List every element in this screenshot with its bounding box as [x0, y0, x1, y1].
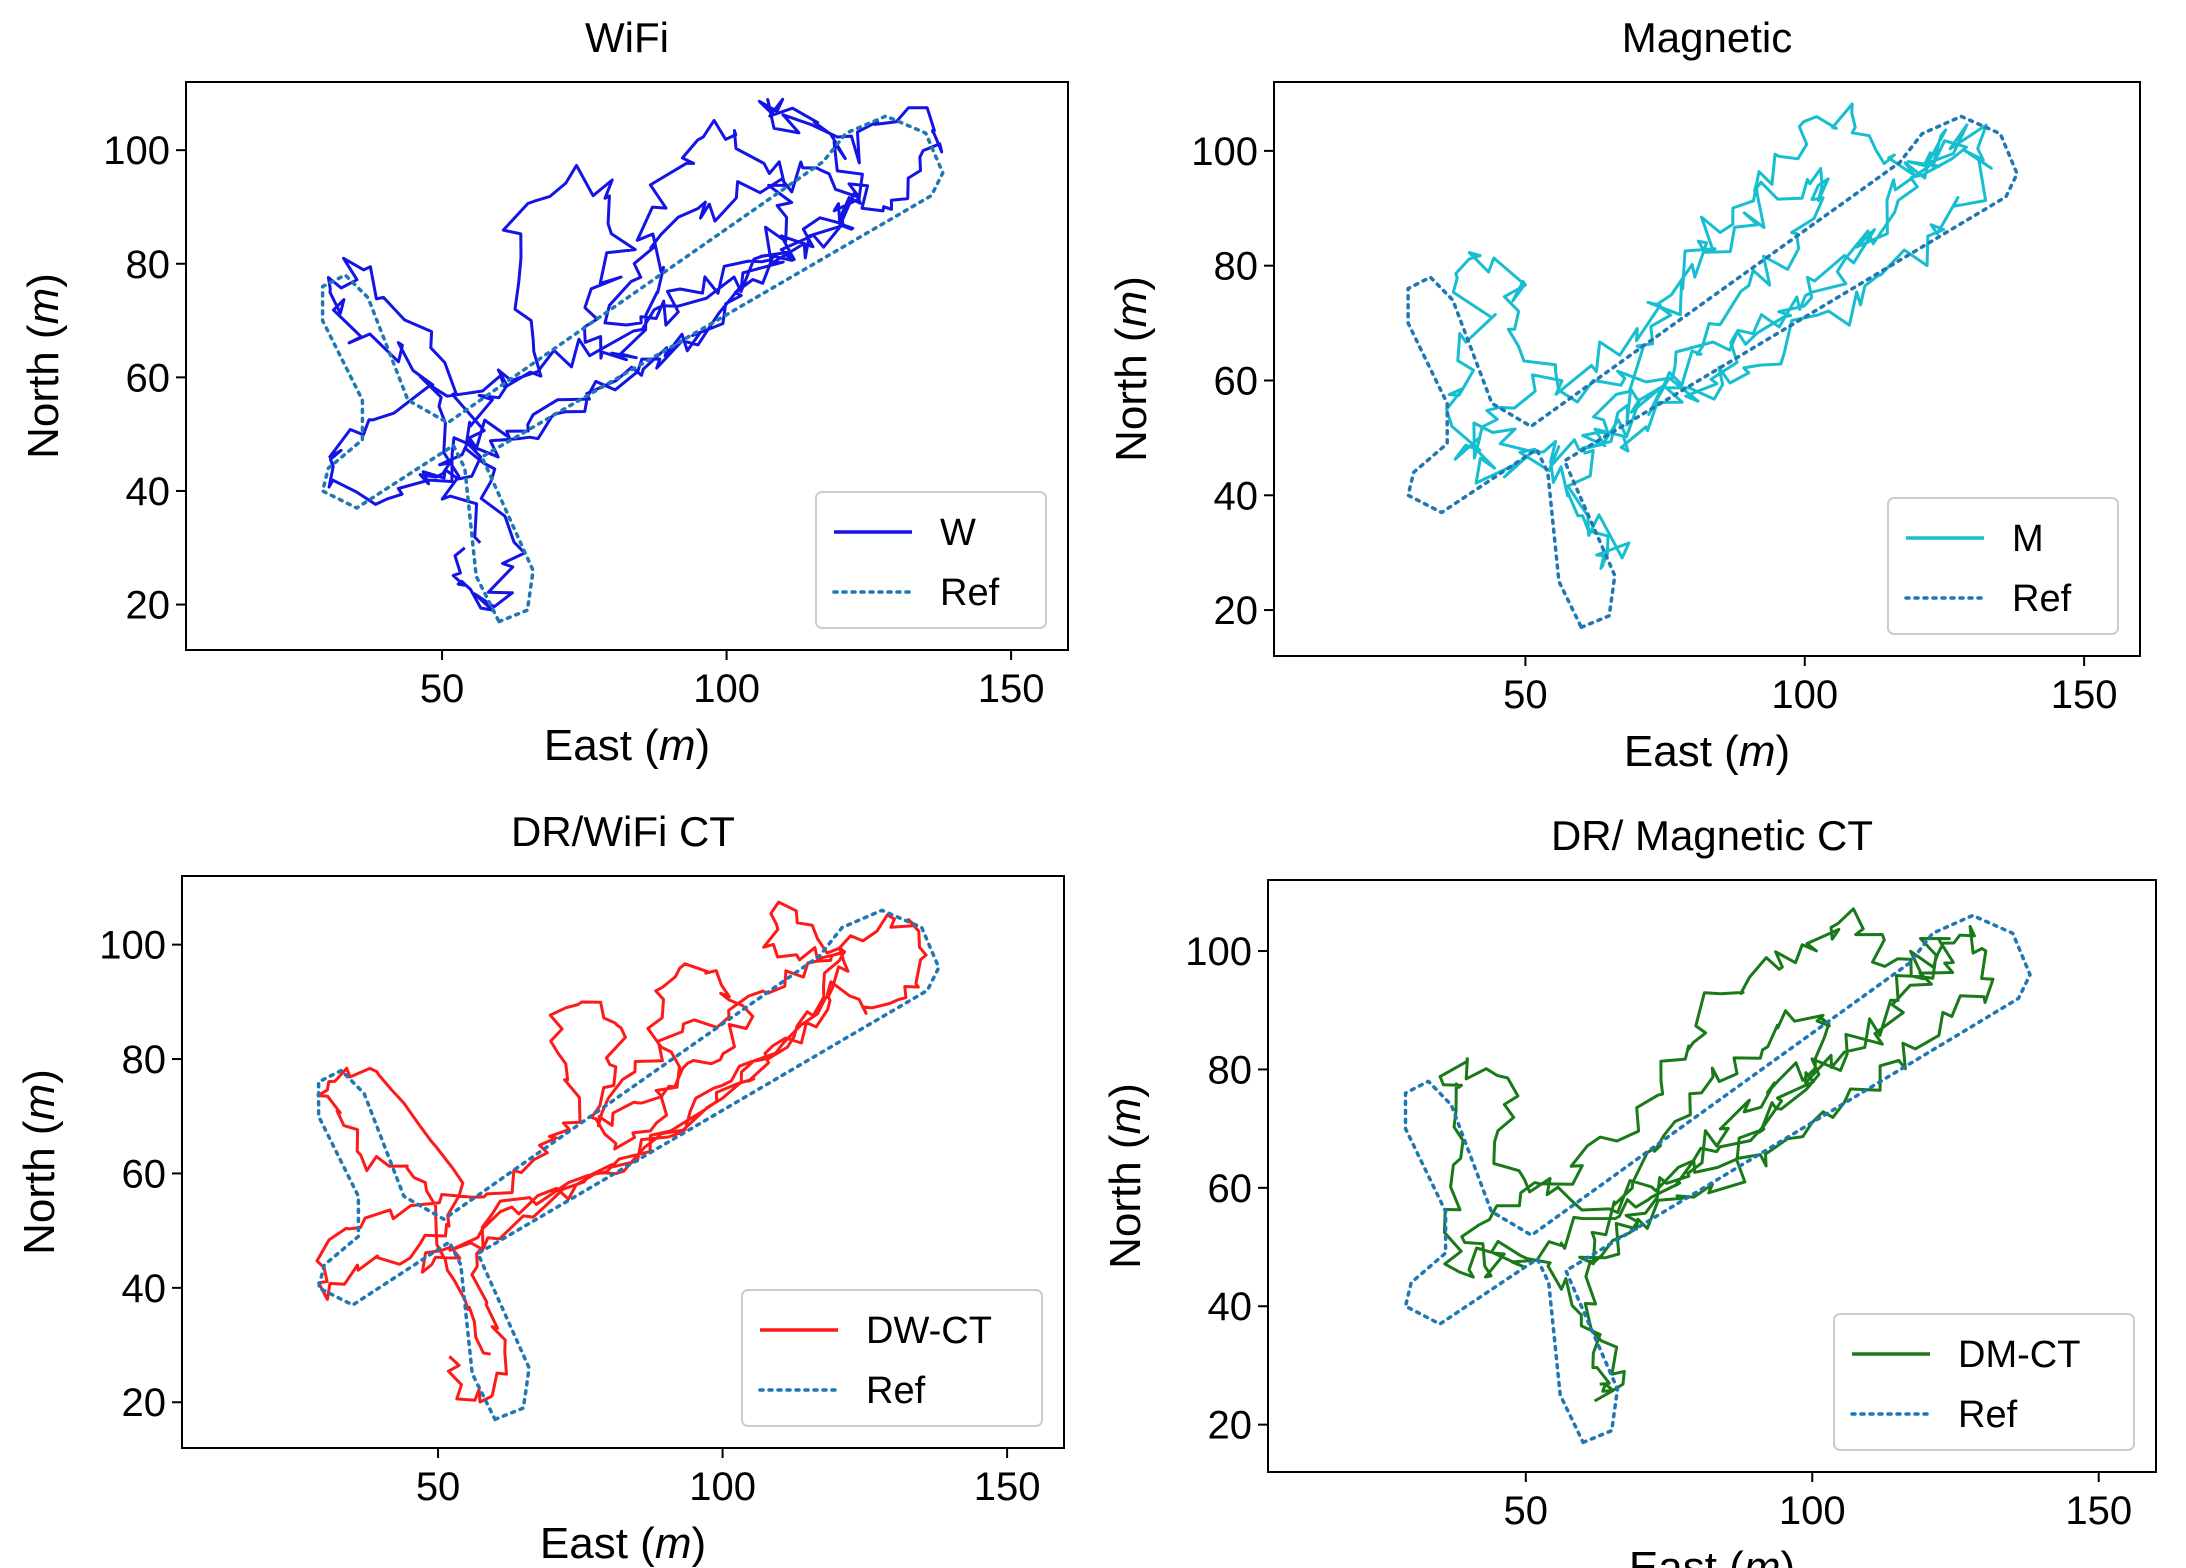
x-tick-label: 50 — [420, 667, 465, 711]
x-axis-label: East (m) — [1624, 727, 1790, 776]
panel-3: DR/WiFi CT 50 100 150 20 40 60 80 100 East (m) Nor… — [15, 808, 1065, 1568]
y-axis-label: North (m) — [15, 1069, 64, 1255]
y-tick-label: 80 — [1208, 1048, 1253, 1092]
legend: M Ref — [1887, 497, 2119, 635]
y-tick-label: 60 — [126, 356, 171, 400]
legend-box — [1887, 497, 2119, 635]
x-axis-label: East (m) — [1629, 1543, 1795, 1568]
panel-title: WiFi — [585, 14, 669, 61]
x-tick-label: 150 — [978, 667, 1045, 711]
legend-label: Ref — [1958, 1394, 2018, 1436]
series-group — [1403, 907, 2032, 1445]
legend: DW-CT Ref — [741, 1289, 1043, 1427]
x-tick-label: 100 — [1779, 1489, 1846, 1533]
legend: W Ref — [815, 491, 1047, 629]
legend-box — [741, 1289, 1043, 1427]
series-line-ref — [316, 908, 941, 1422]
legend-label: DM-CT — [1958, 1334, 2080, 1376]
axes-frame — [1267, 879, 2157, 1473]
x-axis-label: East (m) — [544, 721, 710, 770]
series-line-dm-ct — [1438, 907, 1995, 1403]
legend-label: M — [2012, 518, 2044, 560]
series-line-m — [1445, 102, 1993, 570]
panel-2: Magnetic 50 100 150 20 40 60 80 100 East (m) North… — [1107, 14, 2141, 776]
legend-box — [1833, 1313, 2135, 1451]
x-tick-label: 100 — [689, 1465, 756, 1509]
y-axis-label: North (m) — [19, 273, 68, 459]
y-tick-label: 20 — [126, 584, 171, 628]
axes-frame — [181, 875, 1065, 1449]
series-line-ref — [320, 114, 945, 624]
y-tick-label: 100 — [1185, 930, 1252, 974]
y-tick-label: 80 — [122, 1038, 167, 1082]
legend-box — [815, 491, 1047, 629]
x-tick-label: 150 — [974, 1465, 1041, 1509]
y-tick-label: 80 — [1214, 245, 1259, 289]
y-tick-label: 40 — [122, 1267, 167, 1311]
y-axis-label: North (m) — [1107, 276, 1156, 462]
y-tick-label: 100 — [1191, 130, 1258, 174]
legend: DM-CT Ref — [1833, 1313, 2135, 1451]
x-tick-label: 150 — [2065, 1489, 2132, 1533]
legend-label: Ref — [940, 572, 1000, 614]
x-tick-label: 50 — [1504, 1489, 1549, 1533]
y-tick-label: 60 — [122, 1152, 167, 1196]
y-tick-label: 60 — [1208, 1167, 1253, 1211]
x-tick-label: 100 — [693, 667, 760, 711]
y-tick-label: 100 — [103, 129, 170, 173]
y-tick-label: 80 — [126, 243, 171, 287]
x-tick-label: 100 — [1771, 673, 1838, 717]
axes-frame — [1273, 81, 2141, 657]
x-tick-label: 50 — [416, 1465, 461, 1509]
x-tick-label: 150 — [2051, 673, 2118, 717]
y-tick-label: 40 — [1208, 1285, 1253, 1329]
y-tick-label: 20 — [1208, 1404, 1253, 1448]
panel-1: WiFi 50 100 150 20 40 60 80 100 East (m) North (m)… — [19, 14, 1069, 770]
y-axis-label: North (m) — [1101, 1083, 1150, 1269]
x-tick-label: 50 — [1503, 673, 1548, 717]
axes-frame — [185, 81, 1069, 651]
legend-label: DW-CT — [866, 1310, 992, 1352]
legend-label: Ref — [2012, 578, 2072, 620]
series-group — [315, 900, 941, 1422]
y-tick-label: 40 — [126, 470, 171, 514]
panel-title: DR/ Magnetic CT — [1551, 812, 1873, 859]
series-group — [1406, 102, 2019, 630]
y-tick-label: 60 — [1214, 359, 1259, 403]
series-line-ref — [1406, 114, 2019, 630]
series-line-ref — [1403, 913, 2032, 1445]
y-tick-label: 100 — [99, 924, 166, 968]
legend-label: W — [940, 512, 976, 554]
y-tick-label: 20 — [122, 1381, 167, 1425]
legend-label: Ref — [866, 1370, 926, 1412]
y-tick-label: 40 — [1214, 474, 1259, 518]
series-line-w — [326, 97, 944, 612]
x-axis-label: East (m) — [540, 1519, 706, 1568]
series-group — [320, 97, 945, 624]
panel-4: DR/ Magnetic CT 50 100 150 20 40 60 80 100 East (… — [1101, 812, 2157, 1568]
panel-title: DR/WiFi CT — [511, 808, 735, 855]
y-tick-label: 20 — [1214, 589, 1259, 633]
panel-title: Magnetic — [1622, 14, 1792, 61]
